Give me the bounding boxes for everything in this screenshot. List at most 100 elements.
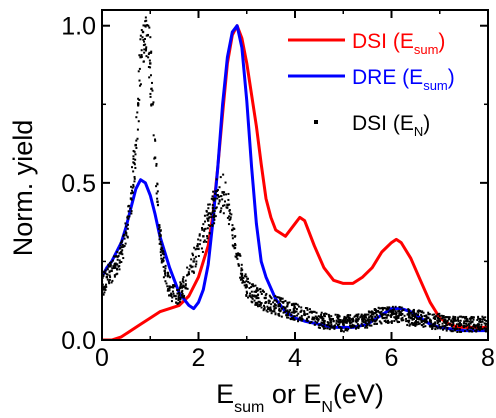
scatter-dot	[246, 277, 249, 280]
scatter-dot	[133, 163, 136, 166]
scatter-dot	[331, 326, 334, 329]
scatter-dot	[132, 185, 135, 188]
scatter-dot	[201, 250, 204, 253]
scatter-dot	[395, 311, 398, 314]
scatter-dot	[428, 313, 431, 316]
scatter-dot	[420, 315, 423, 318]
scatter-dot	[394, 305, 397, 308]
scatter-dot	[481, 328, 484, 331]
scatter-dot	[466, 324, 469, 327]
scatter-dot	[241, 281, 244, 284]
data-point	[124, 231, 128, 235]
scatter-dot	[414, 324, 417, 327]
scatter-dot	[213, 213, 216, 216]
scatter-dot	[425, 314, 428, 317]
scatter-dot	[373, 323, 376, 326]
scatter-dot	[342, 319, 345, 322]
scatter-dot	[286, 316, 289, 319]
scatter-dot	[121, 249, 124, 252]
y-axis-title: Norm. yield	[8, 120, 38, 257]
scatter-dot	[118, 247, 121, 250]
scatter-dot	[320, 313, 323, 316]
scatter-dot	[134, 144, 137, 147]
scatter-dot	[472, 316, 475, 319]
scatter-dot	[269, 306, 272, 309]
scatter-dot	[137, 70, 140, 73]
data-point	[120, 250, 123, 254]
scatter-dot	[149, 95, 152, 98]
scatter-dot	[255, 301, 258, 304]
scatter-dot	[278, 304, 281, 307]
scatter-dot	[213, 197, 216, 200]
scatter-dot	[253, 294, 256, 297]
scatter-dot	[207, 217, 210, 220]
scatter-dot	[111, 279, 114, 282]
scatter-dot	[229, 216, 232, 219]
scatter-dot	[256, 289, 259, 292]
scatter-dot	[451, 327, 454, 330]
scatter-dot	[355, 318, 358, 321]
scatter-dot	[239, 276, 242, 279]
scatter-dot	[358, 325, 361, 328]
scatter-dot	[352, 318, 355, 321]
scatter-dot	[480, 327, 483, 330]
scatter-dot	[228, 215, 231, 218]
scatter-dot	[256, 294, 259, 297]
scatter-dot	[331, 317, 334, 320]
scatter-dot	[132, 155, 135, 158]
scatter-dot	[451, 321, 454, 324]
scatter-dot	[374, 315, 377, 318]
scatter-dot	[434, 328, 437, 331]
scatter-dot	[381, 306, 384, 309]
scatter-dot	[248, 282, 251, 285]
scatter-dot	[257, 297, 260, 300]
scatter-dot	[234, 255, 237, 258]
scatter-dot	[127, 217, 130, 220]
scatter-dot	[179, 283, 182, 286]
scatter-dot	[463, 320, 466, 323]
scatter-dot	[278, 302, 281, 305]
scatter-dot	[314, 315, 317, 318]
scatter-dot	[136, 128, 139, 131]
scatter-dot	[458, 330, 461, 333]
scatter-dot	[208, 224, 211, 227]
scatter-dot	[405, 320, 408, 323]
scatter-dot	[233, 247, 236, 250]
scatter-dot	[211, 204, 214, 207]
scatter-dot	[320, 311, 323, 314]
scatter-dot	[256, 305, 259, 308]
scatter-dot	[282, 311, 285, 314]
scatter-dot	[251, 294, 254, 297]
scatter-dot	[261, 289, 264, 292]
scatter-dot	[164, 267, 167, 270]
scatter-dot	[237, 263, 240, 266]
scatter-dot	[137, 102, 140, 105]
scatter-dot	[484, 324, 487, 327]
scatter-dot	[131, 186, 134, 189]
scatter-dot	[104, 288, 107, 291]
scatter-dot	[356, 316, 359, 319]
scatter-dot	[272, 305, 275, 308]
scatter-dot	[408, 319, 411, 322]
scatter-dot	[198, 234, 201, 237]
scatter-dot	[411, 315, 414, 318]
scatter-dot	[224, 181, 227, 184]
scatter-dot	[305, 319, 308, 322]
scatter-dot	[212, 190, 215, 193]
scatter-dot	[361, 319, 364, 322]
scatter-dot	[150, 104, 153, 107]
scatter-dot	[172, 284, 175, 287]
scatter-dot	[270, 312, 273, 315]
scatter-dot	[393, 316, 396, 319]
scatter-dot	[273, 303, 276, 306]
scatter-dot	[354, 314, 357, 317]
scatter-dot	[148, 59, 151, 62]
scatter-dot	[279, 298, 282, 301]
scatter-dot	[130, 166, 133, 169]
scatter-dot	[193, 246, 196, 249]
scatter-dot	[281, 301, 284, 304]
scatter-dot	[110, 281, 113, 284]
scatter-dot	[384, 319, 387, 322]
scatter-dot	[481, 320, 484, 323]
scatter-dot	[258, 305, 261, 308]
